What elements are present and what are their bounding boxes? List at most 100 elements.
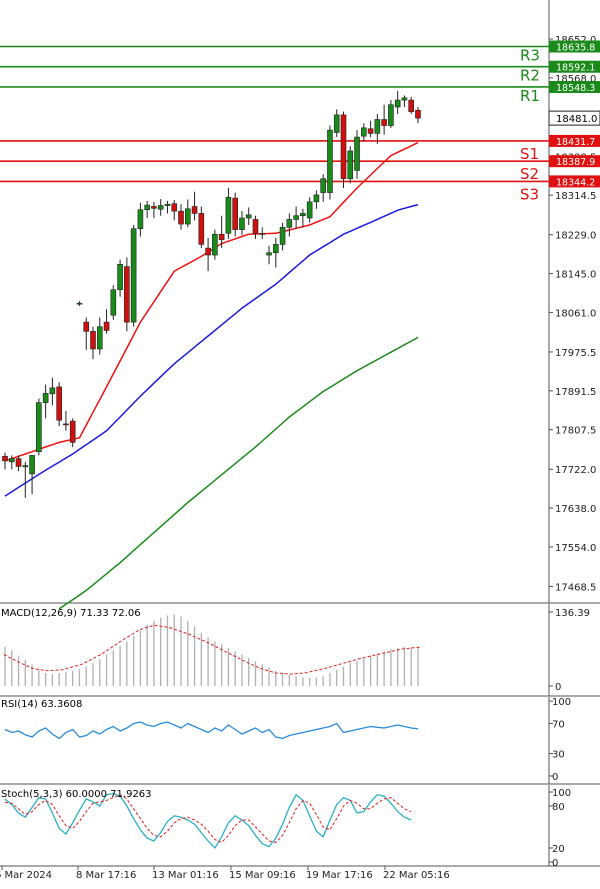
candle-body: [36, 402, 42, 452]
candle-body: [110, 289, 117, 316]
level-label-s3: S3: [520, 185, 539, 203]
price-tick-label: 18568.0: [555, 74, 596, 85]
stoch-tick-label: 80: [552, 802, 565, 813]
candle-body: [320, 178, 326, 193]
candle-body: [29, 455, 35, 475]
candle-body: [225, 196, 232, 234]
candle-body: [354, 136, 360, 171]
candle-body: [15, 458, 22, 467]
candle-body: [42, 393, 49, 403]
candle-body: [2, 455, 8, 462]
candle-body: [96, 326, 103, 350]
candle-body: [69, 420, 76, 443]
time-tick-label: 22 Mar 05:16: [383, 870, 450, 881]
candle-body: [49, 387, 56, 395]
candle-body: [76, 302, 83, 305]
candle-body: [56, 386, 62, 421]
candle-body: [279, 226, 286, 245]
macd-panel: MACD(12,26,9) 71.33 72.06 136.39 0: [0, 604, 600, 697]
candle-body: [374, 119, 381, 134]
rsi-line: [4, 721, 419, 740]
rsi-tick-label: 100: [552, 697, 571, 708]
rsi-tick-label: 30: [552, 750, 565, 761]
candle-body: [408, 99, 415, 112]
stoch-k-line: [4, 792, 412, 850]
candle-body: [266, 252, 272, 256]
stoch-tick-label: 100: [552, 788, 571, 799]
candle-body: [144, 204, 150, 211]
moving-average-mid: [4, 203, 419, 497]
candle-body: [191, 206, 198, 214]
candle-body: [212, 233, 218, 256]
level-price-tag-text: 18548.3: [556, 83, 595, 94]
candle-body: [198, 213, 205, 245]
candle-body: [205, 247, 211, 256]
candle-body: [171, 203, 178, 212]
price-tick-label: 17891.5: [555, 387, 596, 398]
candle-body: [117, 263, 123, 291]
price-tick-label: 18229.0: [555, 231, 596, 242]
level-price-tag: [549, 134, 600, 147]
price-tick-label: 17975.5: [555, 348, 596, 359]
candle-body: [164, 203, 171, 206]
candle-body: [124, 266, 130, 323]
level-price-tag-text: 18431.7: [556, 137, 595, 148]
price-tick-label: 18314.5: [555, 191, 596, 202]
time-tick-label: 6 Mar 2024: [0, 870, 52, 881]
candle-body: [239, 217, 245, 230]
main-price-panel: 18652.018568.018398.518314.518229.018145…: [0, 0, 600, 610]
level-price-tag: [549, 40, 600, 53]
price-tick-label: 17468.5: [555, 583, 596, 594]
price-tick-label: 17554.0: [555, 543, 596, 554]
rsi-tick-label: 0: [552, 772, 558, 783]
time-tick-label: 19 Mar 17:16: [306, 870, 373, 881]
candle-body: [232, 197, 238, 230]
candle-body: [218, 233, 225, 241]
moving-average-slow: [58, 336, 419, 610]
candle-body: [401, 97, 408, 101]
candle-body: [83, 321, 90, 332]
level-price-tag-text: 18635.8: [556, 43, 595, 54]
last-price-tag-text: 18481.0: [556, 114, 597, 125]
candle-body: [347, 150, 354, 180]
level-label-r2: R2: [520, 67, 540, 85]
time-axis: 6 Mar 2024 8 Mar 17:16 13 Mar 01:16 15 Mar …: [0, 866, 450, 881]
candle-body: [137, 209, 144, 229]
candle-body: [313, 194, 320, 203]
time-tick-label: 15 Mar 09:16: [229, 870, 296, 881]
candle-body: [388, 104, 394, 126]
stochastic-panel: Stoch(5,3,3) 60.0000 71.9263 100 80 20 0: [0, 785, 600, 869]
level-price-tag: [549, 155, 600, 168]
price-tick-label: 18145.0: [555, 270, 596, 281]
candle-body: [103, 321, 110, 331]
candle-body: [259, 233, 266, 235]
level-label-r3: R3: [520, 47, 540, 65]
level-label-r1: R1: [520, 87, 540, 105]
candle-body: [415, 109, 421, 119]
moving-average-fast: [4, 141, 419, 462]
candle-body: [90, 331, 96, 350]
level-price-tag-text: 18592.1: [556, 63, 595, 74]
macd-tick-label: 0: [555, 682, 561, 693]
level-price-tag: [549, 175, 600, 188]
time-tick-label: 13 Mar 01:16: [152, 870, 219, 881]
candle-body: [361, 127, 367, 137]
rsi-tick-label: 70: [552, 720, 565, 731]
candle-body: [130, 228, 137, 323]
level-price-tag: [549, 60, 600, 73]
price-tick-label: 17638.0: [555, 504, 596, 515]
candle-body: [272, 244, 279, 254]
candle-body: [367, 128, 374, 134]
macd-signal-line: [3, 624, 422, 675]
last-price-tag: [548, 110, 600, 126]
level-label-s2: S2: [520, 165, 539, 183]
candle-body: [151, 206, 157, 209]
level-price-tag: [549, 80, 600, 93]
candle-body: [245, 214, 252, 219]
candle-body: [340, 114, 347, 180]
stoch-tick-label: 0: [552, 858, 558, 869]
candle-body: [306, 201, 313, 219]
candle-body: [8, 458, 15, 463]
